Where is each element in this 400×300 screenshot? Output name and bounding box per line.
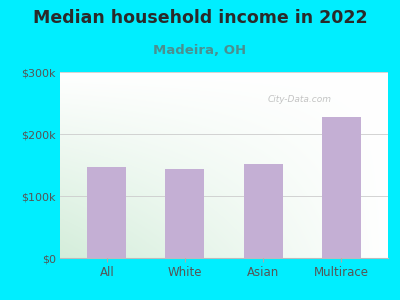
Bar — [322, 117, 361, 258]
Bar — [244, 164, 282, 258]
Text: City-Data.com: City-Data.com — [268, 95, 332, 104]
Bar — [166, 169, 204, 258]
Text: Madeira, OH: Madeira, OH — [154, 44, 246, 56]
Bar — [87, 167, 126, 258]
Text: Median household income in 2022: Median household income in 2022 — [33, 9, 367, 27]
